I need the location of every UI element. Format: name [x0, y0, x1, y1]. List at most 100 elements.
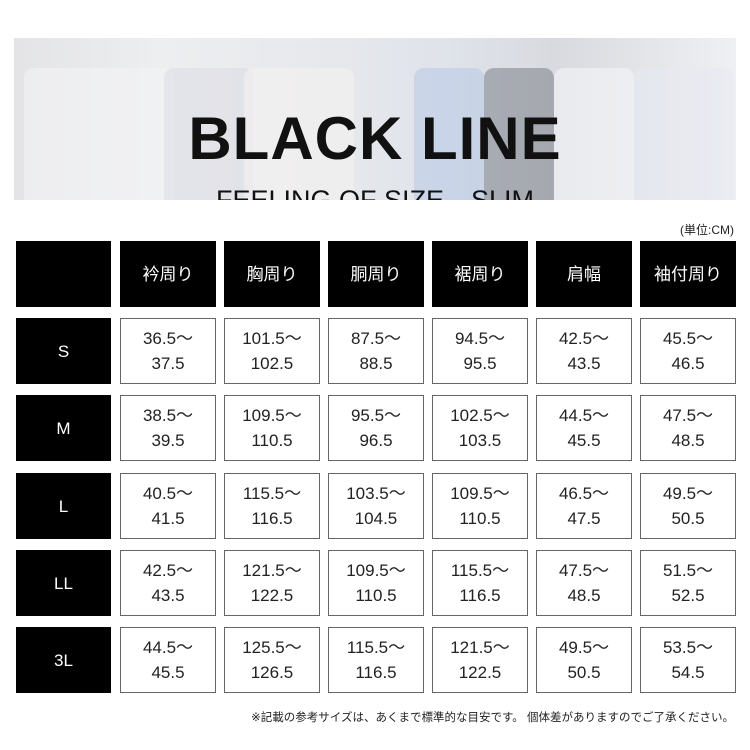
- table-cell: 115.5～ 116.5: [224, 473, 320, 539]
- shirt-image: [414, 68, 484, 200]
- cell-value-line: 116.5: [251, 509, 293, 528]
- cell-value-line: 109.5～: [346, 561, 406, 580]
- cell-value-line: 48.5: [671, 431, 705, 450]
- cell-value-line: 48.5: [567, 586, 601, 605]
- banner-image: BLACK LINE FEELING OF SIZE SLIM: [14, 38, 736, 200]
- cell-value-line: 88.5: [359, 354, 393, 373]
- cell-value-line: 37.5: [151, 354, 185, 373]
- shirt-image: [554, 68, 634, 200]
- footnote: ※記載の参考サイズは、あくまで標準的な目安です。 個体差がありますのでご了承くだ…: [251, 712, 734, 724]
- cell-value-line: 42.5～: [142, 561, 194, 580]
- cell-value-line: 94.5～: [454, 329, 506, 348]
- shirt-image: [634, 68, 734, 200]
- cell-value-line: 43.5: [151, 586, 185, 605]
- cell-value-line: 39.5: [151, 431, 185, 450]
- table-cell: 103.5～ 104.5: [328, 473, 424, 539]
- table-cell: 42.5～ 43.5: [536, 318, 632, 384]
- column-header: 裾周り: [432, 241, 528, 307]
- table-cell: 40.5～ 41.5: [120, 473, 216, 539]
- table-cell: 36.5～ 37.5: [120, 318, 216, 384]
- cell-value-line: 46.5～: [558, 484, 610, 503]
- table-cell: 47.5～ 48.5: [640, 395, 736, 461]
- table-cell: 45.5～ 46.5: [640, 318, 736, 384]
- cell-value-line: 125.5～: [242, 638, 302, 657]
- row-header-size: S: [16, 318, 111, 384]
- cell-value-line: 47.5～: [558, 561, 610, 580]
- cell-value-line: 50.5: [671, 509, 705, 528]
- cell-value-line: 47.5～: [662, 406, 714, 425]
- cell-value-line: 49.5～: [662, 484, 714, 503]
- cell-value-line: 40.5～: [142, 484, 194, 503]
- banner-subtitle: FEELING OF SIZE SLIM: [215, 185, 535, 200]
- cell-value-line: 95.5: [463, 354, 497, 373]
- cell-value-line: 122.5: [250, 586, 294, 605]
- shirt-image: [484, 68, 554, 200]
- cell-value-line: 41.5: [151, 509, 185, 528]
- table-cell: 51.5～ 52.5: [640, 550, 736, 616]
- table-cell: 46.5～ 47.5: [536, 473, 632, 539]
- table-cell: 38.5～ 39.5: [120, 395, 216, 461]
- row-header-size: L: [16, 473, 111, 539]
- cell-value-line: 115.5～: [346, 638, 406, 657]
- shirt-image: [164, 68, 254, 200]
- corner-cell: [16, 241, 111, 307]
- table-cell: 87.5～ 88.5: [328, 318, 424, 384]
- cell-value-line: 110.5: [459, 509, 501, 528]
- cell-value-line: 54.5: [671, 663, 705, 682]
- table-cell: 101.5～ 102.5: [224, 318, 320, 384]
- column-header: 肩幅: [536, 241, 632, 307]
- cell-value-line: 36.5～: [142, 329, 194, 348]
- cell-value-line: 110.5: [251, 431, 293, 450]
- cell-value-line: 104.5: [354, 509, 398, 528]
- cell-value-line: 96.5: [359, 431, 393, 450]
- table-cell: 42.5～ 43.5: [120, 550, 216, 616]
- table-cell: 102.5～ 103.5: [432, 395, 528, 461]
- table-cell: 94.5～ 95.5: [432, 318, 528, 384]
- table-cell: 121.5～ 122.5: [224, 550, 320, 616]
- cell-value-line: 102.5～: [450, 406, 510, 425]
- cell-value-line: 44.5～: [142, 638, 194, 657]
- table-cell: 44.5～ 45.5: [120, 627, 216, 693]
- cell-value-line: 121.5～: [242, 561, 302, 580]
- cell-value-line: 45.5: [151, 663, 185, 682]
- table-cell: 44.5～ 45.5: [536, 395, 632, 461]
- column-header: 胴周り: [328, 241, 424, 307]
- cell-value-line: 47.5: [567, 509, 601, 528]
- cell-value-line: 45.5～: [662, 329, 714, 348]
- cell-value-line: 101.5～: [242, 329, 302, 348]
- table-cell: 121.5～ 122.5: [432, 627, 528, 693]
- cell-value-line: 116.5: [459, 586, 501, 605]
- table-cell: 125.5～ 126.5: [224, 627, 320, 693]
- column-header: 衿周り: [120, 241, 216, 307]
- cell-value-line: 95.5～: [350, 406, 402, 425]
- row-header-size: M: [16, 395, 111, 461]
- table-cell: 115.5～ 116.5: [432, 550, 528, 616]
- cell-value-line: 87.5～: [350, 329, 402, 348]
- shirt-image: [24, 68, 174, 200]
- cell-value-line: 121.5～: [450, 638, 510, 657]
- cell-value-line: 46.5: [671, 354, 705, 373]
- table-cell: 109.5～ 110.5: [224, 395, 320, 461]
- table-cell: 109.5～ 110.5: [432, 473, 528, 539]
- banner-title: BLACK LINE: [188, 105, 562, 172]
- cell-value-line: 103.5: [458, 431, 502, 450]
- cell-value-line: 115.5～: [450, 561, 510, 580]
- shirt-image: [244, 68, 354, 200]
- cell-value-line: 49.5～: [558, 638, 610, 657]
- cell-value-line: 50.5: [567, 663, 601, 682]
- table-cell: 47.5～ 48.5: [536, 550, 632, 616]
- cell-value-line: 51.5～: [662, 561, 714, 580]
- cell-value-line: 43.5: [567, 354, 601, 373]
- cell-value-line: 38.5～: [142, 406, 194, 425]
- cell-value-line: 126.5: [250, 663, 294, 682]
- table-cell: 49.5～ 50.5: [536, 627, 632, 693]
- cell-value-line: 102.5: [250, 354, 294, 373]
- cell-value-line: 116.5: [355, 663, 397, 682]
- cell-value-line: 122.5: [458, 663, 502, 682]
- cell-value-line: 115.5～: [242, 484, 302, 503]
- column-header: 胸周り: [224, 241, 320, 307]
- row-header-size: LL: [16, 550, 111, 616]
- table-cell: 53.5～ 54.5: [640, 627, 736, 693]
- cell-value-line: 44.5～: [558, 406, 610, 425]
- cell-value-line: 53.5～: [662, 638, 714, 657]
